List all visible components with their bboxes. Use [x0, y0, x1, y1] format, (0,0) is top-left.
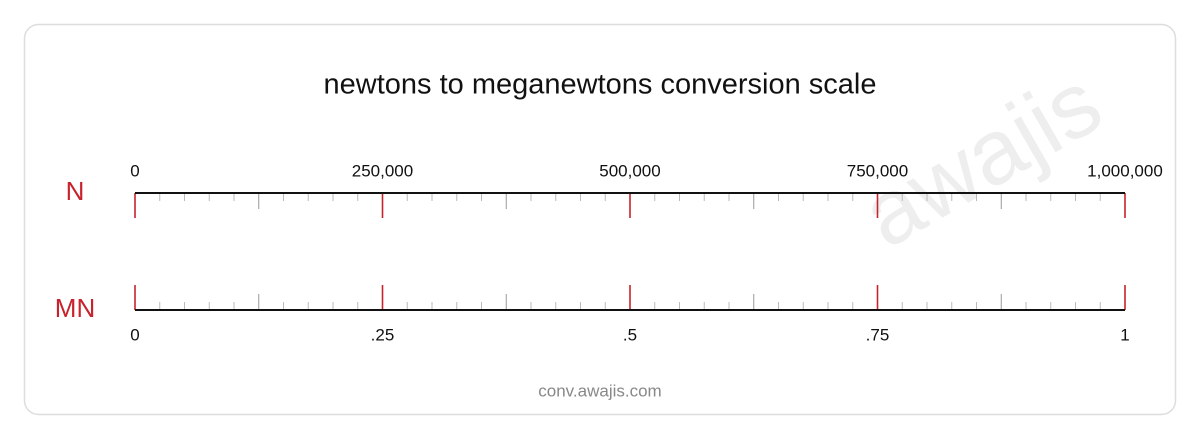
- tick-label: 1: [1120, 325, 1129, 344]
- tick-label: 750,000: [847, 161, 908, 180]
- footer: conv.awajis.com: [538, 381, 661, 400]
- tick-label: 0: [130, 325, 139, 344]
- unit-label: N: [66, 176, 85, 206]
- unit-label: MN: [55, 293, 95, 323]
- chart-title: newtons to meganewtons conversion scale: [324, 69, 877, 101]
- tick-label: 500,000: [599, 161, 660, 180]
- tick-label: 1,000,000: [1087, 161, 1163, 180]
- card: [23, 23, 1177, 416]
- tick-label: 0: [130, 161, 139, 180]
- tick-label: .5: [623, 325, 637, 344]
- tick-label: 250,000: [352, 161, 413, 180]
- tick-label: .75: [866, 325, 890, 344]
- tick-label: .25: [371, 325, 395, 344]
